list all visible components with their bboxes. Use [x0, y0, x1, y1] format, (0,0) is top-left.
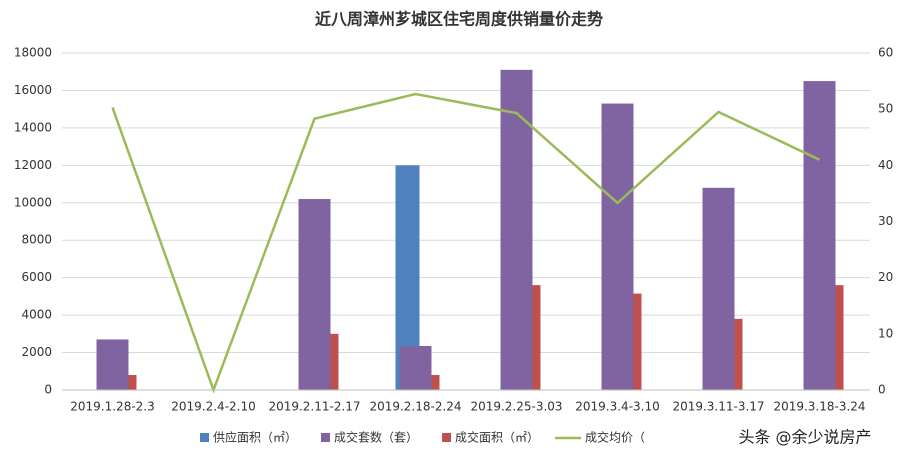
y2-tick-label: 10 — [878, 326, 893, 340]
y-tick-label: 4000 — [21, 308, 52, 322]
legend-label: 供应面积（㎡） — [213, 430, 297, 445]
bar — [330, 333, 339, 390]
x-tick-label: 2019.2.25-3.03 — [470, 400, 562, 414]
legend-swatch — [442, 433, 452, 442]
y-tick-label: 12000 — [14, 158, 52, 172]
y2-tick-label: 60 — [878, 46, 893, 60]
legend-label: 成交套数（套） — [334, 430, 418, 445]
line — [111, 92, 821, 394]
y2-tick-label: 0 — [878, 383, 886, 397]
y2-tick-label: 40 — [878, 158, 893, 172]
y-tick-label: 18000 — [14, 46, 52, 60]
y-tick-label: 2000 — [21, 345, 52, 359]
x-tick-label: 2019.3.11-3.17 — [672, 400, 764, 414]
y2-tick-label: 30 — [878, 214, 893, 228]
bar — [633, 293, 642, 390]
bar — [702, 187, 735, 390]
chart-title: 近八周漳州芗城区住宅周度供销量价走势 — [315, 10, 603, 29]
y-tick-label: 6000 — [21, 270, 52, 284]
bar — [431, 375, 440, 390]
bar — [298, 199, 331, 390]
legend-swatch — [321, 433, 331, 442]
y-tick-label: 0 — [44, 383, 52, 397]
bar — [399, 346, 432, 390]
x-tick-label: 2019.3.4-3.10 — [575, 400, 660, 414]
x-tick-label: 2019.2.4-2.10 — [171, 400, 256, 414]
y2-tick-label: 20 — [878, 270, 893, 284]
legend-label: 成交面积（㎡） — [455, 430, 539, 445]
y-tick-label: 8000 — [21, 233, 52, 247]
bar — [96, 339, 129, 390]
bar — [532, 285, 541, 390]
x-tick-label: 2019.3.18-3.24 — [773, 400, 865, 414]
y2-tick-label: 50 — [878, 102, 893, 116]
bar — [835, 285, 844, 390]
x-tick-label: 2019.1.28-2.3 — [70, 400, 155, 414]
x-tick-label: 2019.2.18-2.24 — [369, 400, 461, 414]
bar — [601, 103, 634, 391]
y-tick-label: 14000 — [14, 120, 52, 134]
x-tick-label: 2019.2.11-2.17 — [268, 400, 360, 414]
watermark: 头条 @余少说房产 — [738, 428, 871, 447]
y-tick-label: 16000 — [14, 83, 52, 97]
bar — [128, 375, 137, 390]
legend-label: 成交均价（ — [585, 430, 645, 445]
y-tick-label: 10000 — [14, 195, 52, 209]
legend-swatch — [200, 433, 209, 442]
bar — [734, 318, 743, 390]
bar — [803, 81, 836, 390]
bar — [500, 69, 533, 390]
